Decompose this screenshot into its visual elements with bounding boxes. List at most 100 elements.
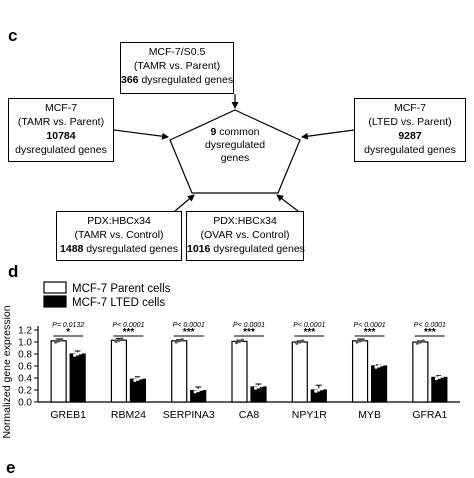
replicate-point bbox=[193, 390, 197, 394]
x-tick-label: NPY1R bbox=[292, 409, 327, 421]
replicate-point bbox=[434, 377, 438, 381]
replicate-point bbox=[374, 365, 378, 369]
box-comparison: (TAMR vs. Control) bbox=[74, 229, 164, 241]
replicate-point bbox=[295, 341, 299, 345]
panel-e-letter: e bbox=[6, 458, 16, 477]
x-tick-label: RBM24 bbox=[111, 409, 146, 421]
replicate-point bbox=[380, 363, 384, 367]
box-mcf7-lted: MCF-7 (LTED vs. Parent) 9287 dysregulate… bbox=[354, 98, 466, 162]
gene-count-suffix: dysregulated genes bbox=[83, 243, 178, 255]
replicate-point bbox=[437, 375, 441, 379]
p-value-label: P< 0.0001 bbox=[112, 322, 144, 329]
bar-lted-greb1 bbox=[69, 353, 86, 403]
y-tick-label: 0.4 bbox=[18, 374, 32, 385]
replicate-point bbox=[57, 339, 61, 343]
replicate-point bbox=[256, 385, 261, 389]
gene-count: 1488 bbox=[60, 243, 84, 255]
y-tick-label: 0.8 bbox=[18, 350, 32, 361]
replicate-point bbox=[133, 378, 137, 382]
box-comparison: (LTED vs. Parent) bbox=[368, 116, 452, 128]
replicate-point bbox=[361, 338, 365, 342]
legend-swatch bbox=[43, 295, 67, 308]
box-mcf7-tamr: MCF-7 (TAMR vs. Parent) 10784 dysregulat… bbox=[8, 98, 114, 162]
replicate-point bbox=[418, 340, 422, 344]
replicate-point bbox=[76, 352, 80, 356]
p-value-label: P= 0.0132 bbox=[52, 322, 84, 329]
significance-stars: *** bbox=[303, 327, 315, 338]
replicate-point bbox=[196, 389, 200, 393]
gene-count-suffix: dysregulated genes bbox=[138, 74, 234, 86]
replicate-point bbox=[421, 339, 425, 343]
bar-parent-rbm24 bbox=[110, 339, 128, 403]
legend-label: MCF-7 Parent cells bbox=[72, 283, 171, 295]
gene-count-suffix: dysregulated genes bbox=[364, 144, 456, 156]
gene-count: 366 bbox=[121, 74, 139, 86]
bar-lted-myb bbox=[370, 365, 388, 403]
bar-parent-npy1r bbox=[291, 341, 308, 403]
common-count-line: 9 common bbox=[185, 126, 285, 139]
replicate-point bbox=[320, 387, 324, 391]
replicate-point bbox=[199, 387, 203, 391]
bar-parent-myb bbox=[351, 340, 369, 403]
significance-stars: *** bbox=[424, 327, 436, 338]
box-mcf7-s05: MCF-7/S0.5 (TAMR vs. Parent) 366 dysregu… bbox=[120, 42, 234, 94]
replicate-point bbox=[259, 384, 264, 388]
replicate-point bbox=[73, 353, 77, 357]
replicate-point bbox=[253, 386, 258, 390]
significance-stars: *** bbox=[364, 327, 376, 338]
box-comparison: (OVAR vs. Control) bbox=[200, 229, 290, 241]
replicate-point bbox=[314, 389, 318, 393]
legend-label: MCF-7 LTED cells bbox=[72, 297, 165, 309]
gene-count: 10784 bbox=[46, 130, 76, 142]
p-value-label: P< 0.0001 bbox=[233, 322, 265, 329]
replicate-point bbox=[317, 388, 321, 392]
y-axis-label: Normalized gene expression bbox=[1, 305, 13, 438]
bar-lted-gfra1 bbox=[431, 376, 448, 403]
panel-d-letter: d bbox=[8, 262, 19, 281]
bar-parent-gfra1 bbox=[412, 341, 429, 403]
replicate-point bbox=[301, 339, 305, 343]
arrow-right bbox=[301, 129, 355, 140]
common-genes-label: 9 common dysregulated genes bbox=[185, 126, 285, 165]
box-gene-count-line: 366 dysregulated genes bbox=[121, 73, 233, 87]
box-gene-count-line: 1488 dysregulated genes bbox=[57, 242, 181, 256]
replicate-point bbox=[234, 341, 239, 345]
common-count: 9 bbox=[210, 126, 217, 138]
x-tick-label: GFRA1 bbox=[412, 409, 447, 421]
replicate-point bbox=[120, 337, 124, 341]
replicate-point bbox=[117, 338, 121, 342]
box-gene-count-line: 1016 dysregulated genes bbox=[187, 242, 305, 256]
arrow-bottom-left bbox=[174, 194, 195, 212]
box-label: MCF-7 bbox=[393, 102, 427, 114]
replicate-point bbox=[114, 339, 118, 343]
replicate-point bbox=[298, 340, 302, 344]
x-tick-label: CA8 bbox=[239, 409, 260, 421]
y-tick-label: 0.0 bbox=[18, 398, 32, 409]
box-label: PDX:HBCx34 bbox=[213, 215, 277, 227]
box-label: MCF-7 bbox=[44, 102, 78, 114]
box-label: PDX:HBCx34 bbox=[87, 215, 151, 227]
box-label: MCF-7/S0.5 bbox=[148, 46, 206, 58]
replicate-point bbox=[177, 339, 181, 343]
replicate-point bbox=[79, 351, 83, 355]
replicate-point bbox=[60, 338, 64, 342]
x-tick-label: GREB1 bbox=[50, 409, 86, 421]
x-tick-label: SERPINA3 bbox=[163, 409, 215, 421]
y-tick-label: 1.0 bbox=[18, 338, 32, 349]
replicate-point bbox=[240, 338, 245, 342]
p-value-label: P< 0.0001 bbox=[173, 322, 205, 329]
significance-stars: *** bbox=[243, 327, 255, 338]
common-line2: dysregulated bbox=[204, 139, 266, 151]
replicate-point bbox=[440, 374, 444, 378]
bar-parent-greb1 bbox=[50, 340, 67, 403]
replicate-point bbox=[377, 364, 381, 368]
significance-stars: *** bbox=[183, 327, 195, 338]
arrow-bottom-right bbox=[276, 194, 299, 212]
replicate-point bbox=[174, 340, 178, 344]
common-genes-pentagon bbox=[169, 109, 301, 194]
panel-c-letter: c bbox=[8, 26, 18, 45]
replicate-point bbox=[355, 340, 359, 344]
bar-parent-serpina3 bbox=[171, 340, 188, 403]
